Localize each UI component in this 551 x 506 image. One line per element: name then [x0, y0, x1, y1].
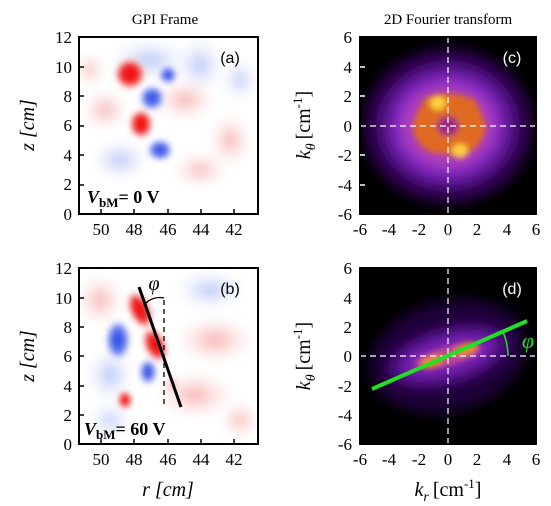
tick-label: 4 — [64, 377, 73, 396]
tick-label: 48 — [126, 450, 143, 469]
tick-label: -6 — [353, 450, 367, 469]
panel-a-r-ticks: 50 48 46 44 42 — [93, 220, 243, 239]
panel-b-label: (b) — [220, 281, 240, 298]
tick-label: 0 — [444, 220, 453, 239]
tick-label: 8 — [64, 87, 73, 106]
tick-label: 46 — [160, 220, 177, 239]
r-axis-label: r [cm] — [142, 479, 194, 501]
tick-label: -4 — [338, 176, 353, 195]
tick-label: 12 — [55, 28, 72, 47]
tick-label: 6 — [64, 347, 73, 366]
tick-label: -4 — [382, 220, 397, 239]
panel-c-label: (c) — [503, 50, 522, 67]
panel-a-label: (a) — [220, 50, 240, 67]
tick-label: 6 — [344, 28, 353, 47]
tick-label: 12 — [55, 259, 72, 278]
tick-label: 6 — [532, 220, 541, 239]
tick-label: 44 — [193, 450, 211, 469]
panel-a-annotation: VbM= 0 V — [87, 187, 159, 210]
tick-label: 42 — [226, 220, 243, 239]
panel-d-ktheta-axis-label: kθ[cm-1] — [290, 322, 319, 390]
tick-label: 2 — [473, 220, 482, 239]
left-column-title: GPI Frame — [132, 12, 199, 28]
tick-label: 0 — [64, 435, 73, 454]
tick-label: 6 — [64, 116, 73, 135]
panel-c-ktheta-axis-label: kθ[cm-1] — [290, 91, 319, 159]
tick-label: 6 — [344, 259, 353, 278]
panel-b-annotation: VbM= 60 V — [84, 419, 165, 442]
panel-c: (c) 6 4 2 0 -2 -4 -6 -6 -4 -2 0 2 4 6 kθ… — [290, 28, 540, 239]
panel-d-angle-symbol: φ — [522, 328, 534, 353]
tick-label: -4 — [338, 406, 353, 425]
tick-label: 10 — [55, 289, 72, 308]
tick-label: -6 — [353, 220, 367, 239]
tick-label: 48 — [126, 220, 143, 239]
panel-a: (a) VbM= 0 V 12 10 8 6 4 2 0 50 48 46 44… — [17, 28, 259, 239]
tick-label: 2 — [64, 175, 73, 194]
panel-d-fit-line — [371, 319, 528, 391]
tick-label: -2 — [412, 450, 426, 469]
kr-axis-label: kr [cm-1] — [415, 476, 482, 505]
tick-label: 4 — [503, 450, 512, 469]
tick-label: -6 — [338, 205, 352, 224]
tick-label: 44 — [193, 220, 211, 239]
tick-label: -6 — [338, 435, 352, 454]
tick-label: 2 — [344, 318, 353, 337]
tick-label: 0 — [444, 450, 453, 469]
panel-d-angle-arc — [502, 331, 509, 357]
tick-label: 2 — [344, 87, 353, 106]
tick-label: 42 — [226, 450, 243, 469]
tick-label: 50 — [93, 220, 110, 239]
panel-c-spectrum — [363, 48, 533, 204]
tick-label: 4 — [64, 146, 73, 165]
tick-label: -2 — [338, 377, 352, 396]
right-column-title: 2D Fourier transform — [384, 12, 513, 28]
panel-b-angle-symbol: φ — [148, 273, 159, 295]
tick-label: 10 — [55, 58, 72, 77]
tick-label: 50 — [93, 450, 110, 469]
panel-b-r-ticks: 50 48 46 44 42 — [93, 450, 243, 469]
panel-a-image — [79, 37, 258, 188]
panel-b-z-ticks: 12 10 8 6 4 2 0 — [55, 259, 73, 454]
tick-label: 2 — [473, 450, 482, 469]
panel-b: φ (b) VbM= 60 V 12 10 8 6 4 2 0 50 48 46… — [17, 259, 259, 501]
panel-d-label: (d) — [502, 281, 522, 298]
tick-label: 46 — [160, 450, 177, 469]
tick-label: 2 — [64, 406, 73, 425]
panel-d-kr-ticks: -6 -4 -2 0 2 4 6 — [353, 450, 540, 469]
panel-c-kr-ticks: -6 -4 -2 0 2 4 6 — [353, 220, 540, 239]
panel-b-image — [79, 270, 258, 440]
panel-b-fit-line — [137, 286, 183, 408]
tick-label: 0 — [64, 205, 73, 224]
panel-b-angle-arc — [145, 296, 165, 304]
tick-label: -2 — [338, 146, 352, 165]
tick-label: 6 — [532, 450, 541, 469]
tick-label: 0 — [344, 117, 353, 136]
tick-label: -2 — [412, 220, 426, 239]
panel-c-k-ticks: 6 4 2 0 -2 -4 -6 — [338, 28, 353, 224]
tick-label: -4 — [382, 450, 397, 469]
panel-a-z-axis-label: z [cm] — [17, 99, 39, 152]
panel-d: φ (d) 6 4 2 0 -2 -4 -6 -6 -4 -2 0 2 4 6 … — [290, 259, 540, 505]
panel-a-z-ticks: 12 10 8 6 4 2 0 — [55, 28, 73, 224]
tick-label: 8 — [64, 318, 73, 337]
tick-label: 0 — [344, 347, 353, 366]
panel-b-z-axis-label: z [cm] — [17, 330, 39, 383]
panel-d-k-ticks: 6 4 2 0 -2 -4 -6 — [338, 259, 353, 454]
tick-label: 4 — [344, 58, 353, 77]
tick-label: 4 — [503, 220, 512, 239]
tick-label: 4 — [344, 289, 353, 308]
